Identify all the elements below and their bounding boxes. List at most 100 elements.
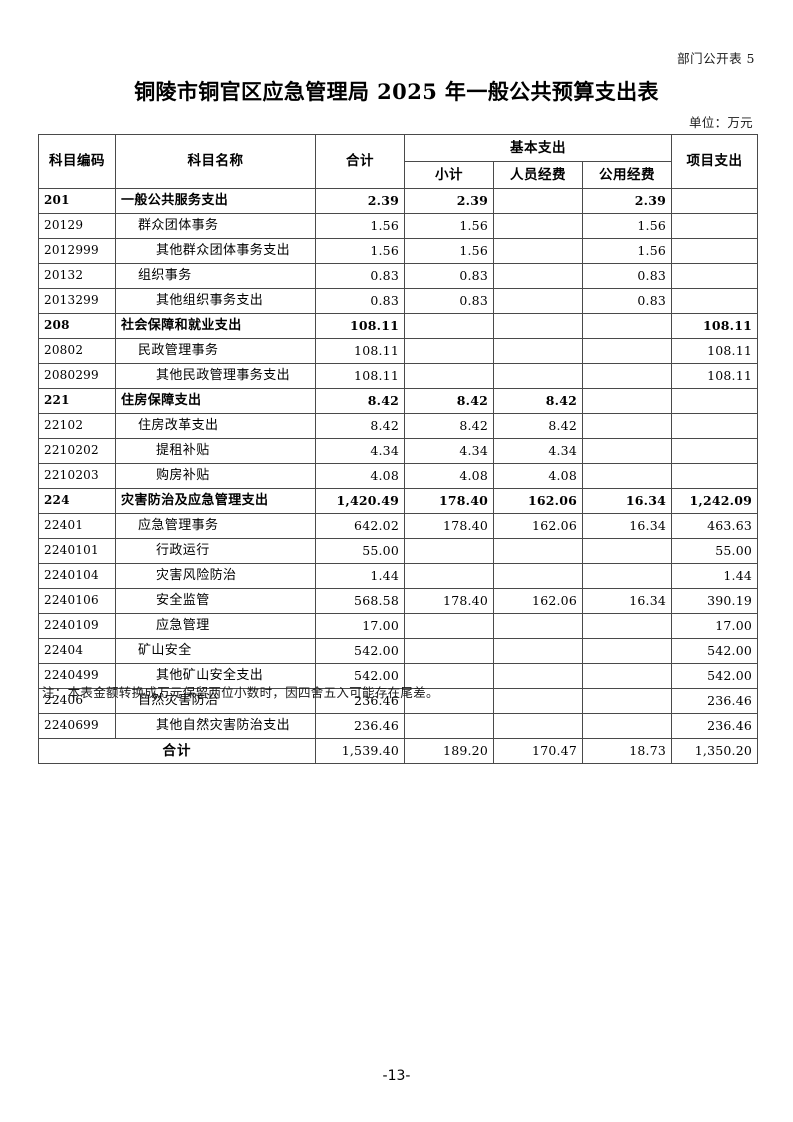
- table-footnote: 注：本表金额转换成万元保留两位小数时，因四舍五入可能存在尾差。: [42, 685, 439, 700]
- cell-public-cost: [581, 463, 673, 489]
- header-total: 合计: [315, 134, 405, 189]
- cell-subject-name: 安全监管: [115, 588, 316, 614]
- cell-subject-name: 其他民政管理事务支出: [115, 363, 316, 389]
- header-personnel-cost: 人员经费: [493, 161, 583, 189]
- table-row: 221 住房保障支出 8.42 8.42 8.42: [38, 388, 759, 414]
- cell-subject-name: 购房补贴: [115, 463, 316, 489]
- cell-public-cost: [581, 438, 673, 464]
- header-project-expenditure: 项目支出: [671, 134, 759, 189]
- cell-subject-name: 自然灾害防治: [115, 688, 316, 714]
- table-total-row: 合计 1,539.40 189.20 170.47 18.73 1,350.20: [38, 738, 759, 764]
- cell-subject-code: 208: [38, 313, 116, 339]
- table-row: 2240101 行政运行 55.00 55.00: [38, 538, 759, 564]
- cell-personnel-cost: [493, 538, 583, 564]
- cell-public-cost: [581, 538, 673, 564]
- cell-subject-code: 2240101: [38, 538, 116, 564]
- cell-basic-subtotal: 1.56: [404, 213, 494, 239]
- cell-subject-code: 2240104: [38, 563, 116, 589]
- cell-basic-subtotal: 8.42: [404, 413, 494, 439]
- cell-total: 2.39: [315, 188, 405, 214]
- cell-public-cost: [581, 338, 673, 364]
- table-row: 2080299 其他民政管理事务支出 108.11 108.11: [38, 363, 759, 389]
- cell-personnel-cost: [493, 238, 583, 264]
- cell-project-expenditure: [671, 463, 759, 489]
- cell-basic-subtotal: 178.40: [404, 588, 494, 614]
- cell-public-cost: 16.34: [581, 513, 673, 539]
- cell-total: 8.42: [315, 388, 405, 414]
- cell-project-expenditure: 542.00: [671, 638, 759, 664]
- cell-subject-name: 民政管理事务: [115, 338, 316, 364]
- cell-public-cost: 1.56: [581, 238, 673, 264]
- cell-personnel-cost: [493, 313, 583, 339]
- cell-subject-code: 2080299: [38, 363, 116, 389]
- cell-personnel-cost: [493, 613, 583, 639]
- cell-total: 236.46: [315, 688, 405, 714]
- form-series-label: 部门公开表 5: [677, 51, 755, 66]
- cell-subject-code: 221: [38, 388, 116, 414]
- page-title: 铜陵市铜官区应急管理局 2025 年一般公共预算支出表: [134, 79, 659, 104]
- cell-project-expenditure: [671, 413, 759, 439]
- cell-total: 568.58: [315, 588, 405, 614]
- cell-subject-name: 社会保障和就业支出: [115, 313, 316, 339]
- header-code: 科目编码: [38, 134, 116, 189]
- cell-basic-subtotal: 8.42: [404, 388, 494, 414]
- cell-public-cost: [581, 613, 673, 639]
- cell-subject-name: 应急管理: [115, 613, 316, 639]
- cell-total: 4.08: [315, 463, 405, 489]
- cell-project-expenditure: 236.46: [671, 713, 759, 739]
- cell-basic-subtotal: 4.08: [404, 463, 494, 489]
- cell-total: 236.46: [315, 713, 405, 739]
- cell-personnel-cost: 162.06: [493, 513, 583, 539]
- budget-expenditure-table: 科目编码 科目名称 合计 基本支出 项目支出 小计 人员经费 公用经费 201 一…: [38, 134, 759, 764]
- header-basic-expenditure-group: 基本支出: [403, 134, 673, 162]
- cell-public-cost: [581, 388, 673, 414]
- cell-total: 55.00: [315, 538, 405, 564]
- cell-project-expenditure: 108.11: [671, 363, 759, 389]
- cell-public-cost: [581, 313, 673, 339]
- table-header: 科目编码 科目名称 合计 基本支出 项目支出 小计 人员经费 公用经费: [38, 134, 759, 189]
- cell-subject-name: 组织事务: [115, 263, 316, 289]
- table-row: 20132 组织事务 0.83 0.83 0.83: [38, 263, 759, 289]
- cell-project-expenditure: 390.19: [671, 588, 759, 614]
- cell-total: 1.56: [315, 213, 405, 239]
- cell-subject-code: 2210202: [38, 438, 116, 464]
- cell-public-cost: 0.83: [581, 288, 673, 314]
- table-row: 20129 群众团体事务 1.56 1.56 1.56: [38, 213, 759, 239]
- cell-public-cost: [581, 688, 673, 714]
- cell-project-expenditure: [671, 188, 759, 214]
- cell-personnel-cost: 8.42: [493, 413, 583, 439]
- cell-total: 17.00: [315, 613, 405, 639]
- cell-subject-name: 其他矿山安全支出: [115, 663, 316, 689]
- cell-public-cost: 1.56: [581, 213, 673, 239]
- cell-subject-code: 2240106: [38, 588, 116, 614]
- table-row: 22404 矿山安全 542.00 542.00: [38, 638, 759, 664]
- table-row: 2240104 灾害风险防治 1.44 1.44: [38, 563, 759, 589]
- cell-personnel-cost: 162.06: [493, 488, 583, 514]
- cell-personnel-cost: 4.34: [493, 438, 583, 464]
- cell-basic-subtotal: 1.56: [404, 238, 494, 264]
- cell-subject-name: 一般公共服务支出: [115, 188, 316, 214]
- cell-project-expenditure: [671, 388, 759, 414]
- cell-total: 4.34: [315, 438, 405, 464]
- cell-project-expenditure: [671, 438, 759, 464]
- cell-subject-name: 其他自然灾害防治支出: [115, 713, 316, 739]
- cell-subject-code: 2240499: [38, 663, 116, 689]
- cell-personnel-cost: 8.42: [493, 388, 583, 414]
- cell-basic-subtotal: [404, 713, 494, 739]
- cell-subject-name: 矿山安全: [115, 638, 316, 664]
- cell-subject-code: 22401: [38, 513, 116, 539]
- cell-basic-subtotal: 0.83: [404, 263, 494, 289]
- cell-personnel-cost-sum: 170.47: [493, 738, 583, 764]
- header-basic-subtotal: 小计: [404, 161, 494, 189]
- table-row: 2240106 安全监管 568.58 178.40 162.06 16.34 390.19: [38, 588, 759, 614]
- cell-subject-code: 22102: [38, 413, 116, 439]
- cell-personnel-cost: [493, 263, 583, 289]
- cell-subject-name: 住房保障支出: [115, 388, 316, 414]
- cell-public-cost: [581, 363, 673, 389]
- cell-basic-subtotal: [404, 363, 494, 389]
- cell-public-cost-sum: 18.73: [581, 738, 673, 764]
- header-name: 科目名称: [115, 134, 316, 189]
- cell-basic-subtotal: 178.40: [404, 513, 494, 539]
- table-row: 208 社会保障和就业支出 108.11 108.11: [38, 313, 759, 339]
- cell-project-expenditure: 542.00: [671, 663, 759, 689]
